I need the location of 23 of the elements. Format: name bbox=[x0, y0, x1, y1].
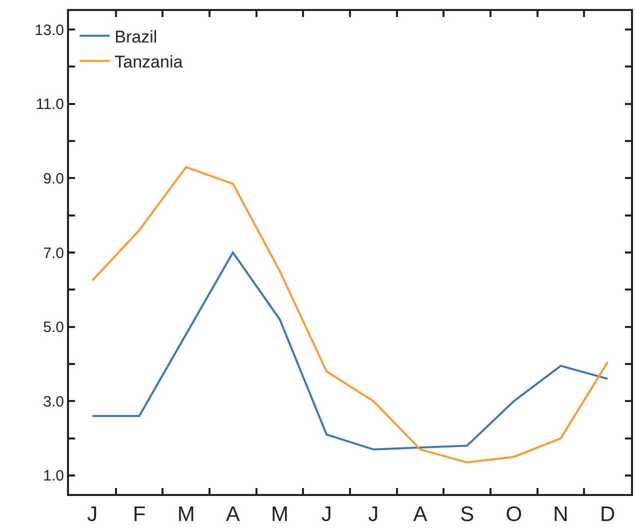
x-tick-label: D bbox=[600, 503, 616, 526]
y-tick-label: 7.0 bbox=[43, 244, 64, 262]
x-tick-label: F bbox=[132, 503, 146, 526]
x-tick-label: J bbox=[87, 503, 98, 526]
y-tick-label: 9.0 bbox=[43, 170, 64, 188]
legend-label: Brazil bbox=[114, 27, 158, 46]
x-tick-label: M bbox=[177, 503, 195, 526]
legend-label: Tanzania bbox=[114, 52, 184, 72]
y-tick-label: 13.0 bbox=[34, 22, 64, 39]
x-tick-label: M bbox=[271, 503, 288, 526]
x-tick-label: A bbox=[413, 503, 428, 526]
x-tick-label: S bbox=[460, 503, 474, 526]
line-series bbox=[91, 166, 609, 464]
x-tick-label: A bbox=[226, 503, 240, 526]
y-tick-label: 11.0 bbox=[36, 96, 64, 114]
y-tick-label: 5.0 bbox=[43, 319, 64, 336]
x-tick-label: J bbox=[368, 503, 379, 526]
y-tick-label: 3.0 bbox=[43, 393, 64, 410]
x-tick-label: O bbox=[506, 503, 522, 526]
y-tick-label: 1.0 bbox=[43, 468, 64, 485]
x-tick-label: J bbox=[321, 503, 332, 526]
line-series bbox=[91, 252, 609, 450]
x-tick-label: N bbox=[553, 503, 568, 526]
